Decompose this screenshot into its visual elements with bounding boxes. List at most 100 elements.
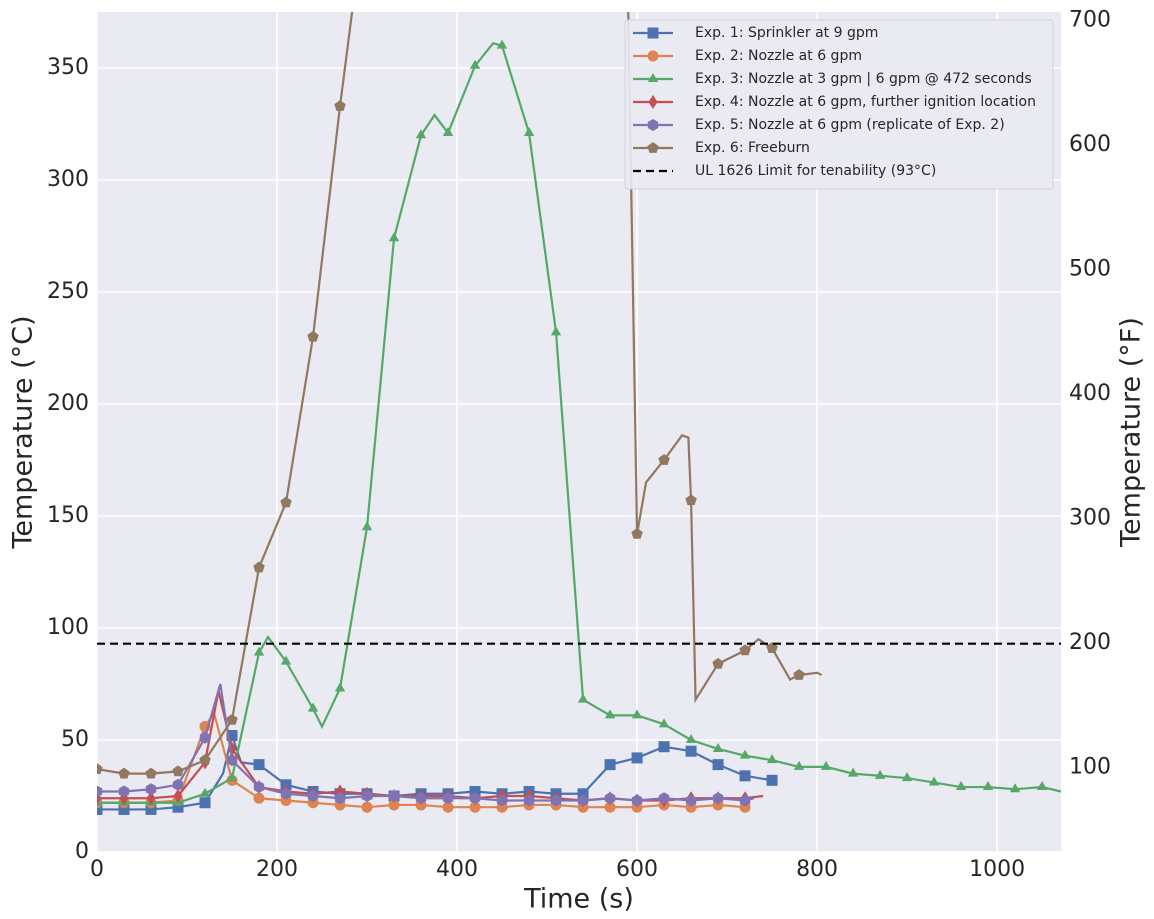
marker [145, 803, 157, 815]
y2-tick-label: 600 [1069, 132, 1111, 157]
marker [712, 792, 724, 805]
y-tick-label: 100 [47, 615, 89, 640]
marker [658, 718, 670, 728]
legend-label: Exp. 1: Sprinkler at 9 gpm [695, 25, 878, 41]
x-axis-label: Time (s) [523, 884, 634, 915]
marker [901, 772, 913, 782]
marker [334, 100, 346, 111]
marker [307, 790, 319, 802]
marker [199, 731, 211, 744]
marker [334, 792, 346, 805]
marker [766, 774, 778, 786]
y-tick-label: 350 [47, 55, 89, 80]
marker [1036, 781, 1048, 791]
marker [550, 326, 562, 336]
marker [442, 126, 454, 136]
marker [388, 799, 400, 811]
marker [388, 232, 400, 242]
marker [793, 669, 805, 680]
marker [172, 765, 184, 777]
y2-axis-label: Temperature (°F) [1116, 317, 1147, 548]
marker [685, 794, 697, 807]
y-tick-label: 50 [61, 727, 89, 752]
marker [172, 801, 184, 813]
marker [253, 781, 265, 794]
marker [226, 754, 238, 767]
marker [172, 778, 184, 791]
marker [469, 59, 481, 69]
marker [647, 27, 659, 39]
marker [307, 330, 319, 342]
marker [97, 803, 103, 815]
marker [253, 792, 265, 804]
marker [97, 796, 103, 806]
marker [739, 644, 751, 656]
marker [793, 760, 805, 770]
marker [577, 794, 589, 807]
marker [647, 50, 659, 62]
marker [550, 794, 562, 807]
marker [388, 790, 400, 802]
marker [820, 760, 832, 770]
x-tick-label: 400 [436, 857, 478, 882]
y2-tick-label: 200 [1069, 630, 1111, 655]
marker [442, 801, 454, 813]
marker [361, 801, 373, 813]
marker [739, 794, 751, 807]
marker [415, 792, 427, 805]
x-tick-label: 800 [796, 857, 838, 882]
marker [199, 797, 211, 809]
marker [658, 792, 670, 805]
legend-label: UL 1626 Limit for tenability (93°C) [695, 163, 936, 179]
marker [685, 734, 697, 743]
marker [361, 790, 373, 802]
marker [577, 693, 589, 703]
marker [442, 792, 454, 805]
marker [118, 785, 130, 798]
marker [415, 129, 427, 139]
y2-tick-label: 100 [1069, 754, 1111, 779]
marker [604, 792, 616, 805]
y-tick-label: 300 [47, 167, 89, 192]
marker [280, 655, 292, 665]
marker [955, 781, 967, 791]
marker [658, 454, 670, 465]
marker [469, 801, 481, 813]
y-tick-label: 150 [47, 503, 89, 528]
legend-label: Exp. 5: Nozzle at 6 gpm (replicate of Ex… [695, 117, 1005, 133]
marker [712, 742, 724, 752]
x-tick-label: 600 [616, 857, 658, 882]
marker [604, 709, 616, 719]
marker [469, 792, 481, 805]
marker [226, 713, 238, 725]
marker [685, 745, 697, 757]
marker [712, 657, 724, 669]
marker [280, 496, 292, 508]
marker [334, 682, 346, 692]
y2-tick-label: 400 [1069, 381, 1111, 406]
marker [648, 95, 658, 109]
marker [253, 759, 265, 771]
marker [97, 763, 103, 774]
marker [118, 803, 130, 815]
y2-tick-label: 700 [1069, 8, 1111, 33]
legend-box [624, 19, 1054, 190]
y2-tick-label: 300 [1069, 505, 1111, 530]
marker [307, 702, 319, 712]
marker [199, 754, 211, 766]
marker [1009, 783, 1021, 793]
legend-label: Exp. 3: Nozzle at 3 gpm | 6 gpm @ 472 se… [695, 71, 1032, 87]
y-axis-label: Temperature (°C) [8, 315, 39, 549]
series-line [97, 12, 823, 775]
marker [982, 781, 994, 791]
x-tick-label: 0 [90, 857, 104, 882]
marker [928, 776, 940, 786]
marker [253, 561, 265, 573]
marker [280, 787, 292, 800]
marker [496, 794, 508, 807]
marker [146, 791, 156, 806]
marker [874, 769, 886, 779]
marker [658, 741, 670, 753]
marker [361, 521, 373, 531]
